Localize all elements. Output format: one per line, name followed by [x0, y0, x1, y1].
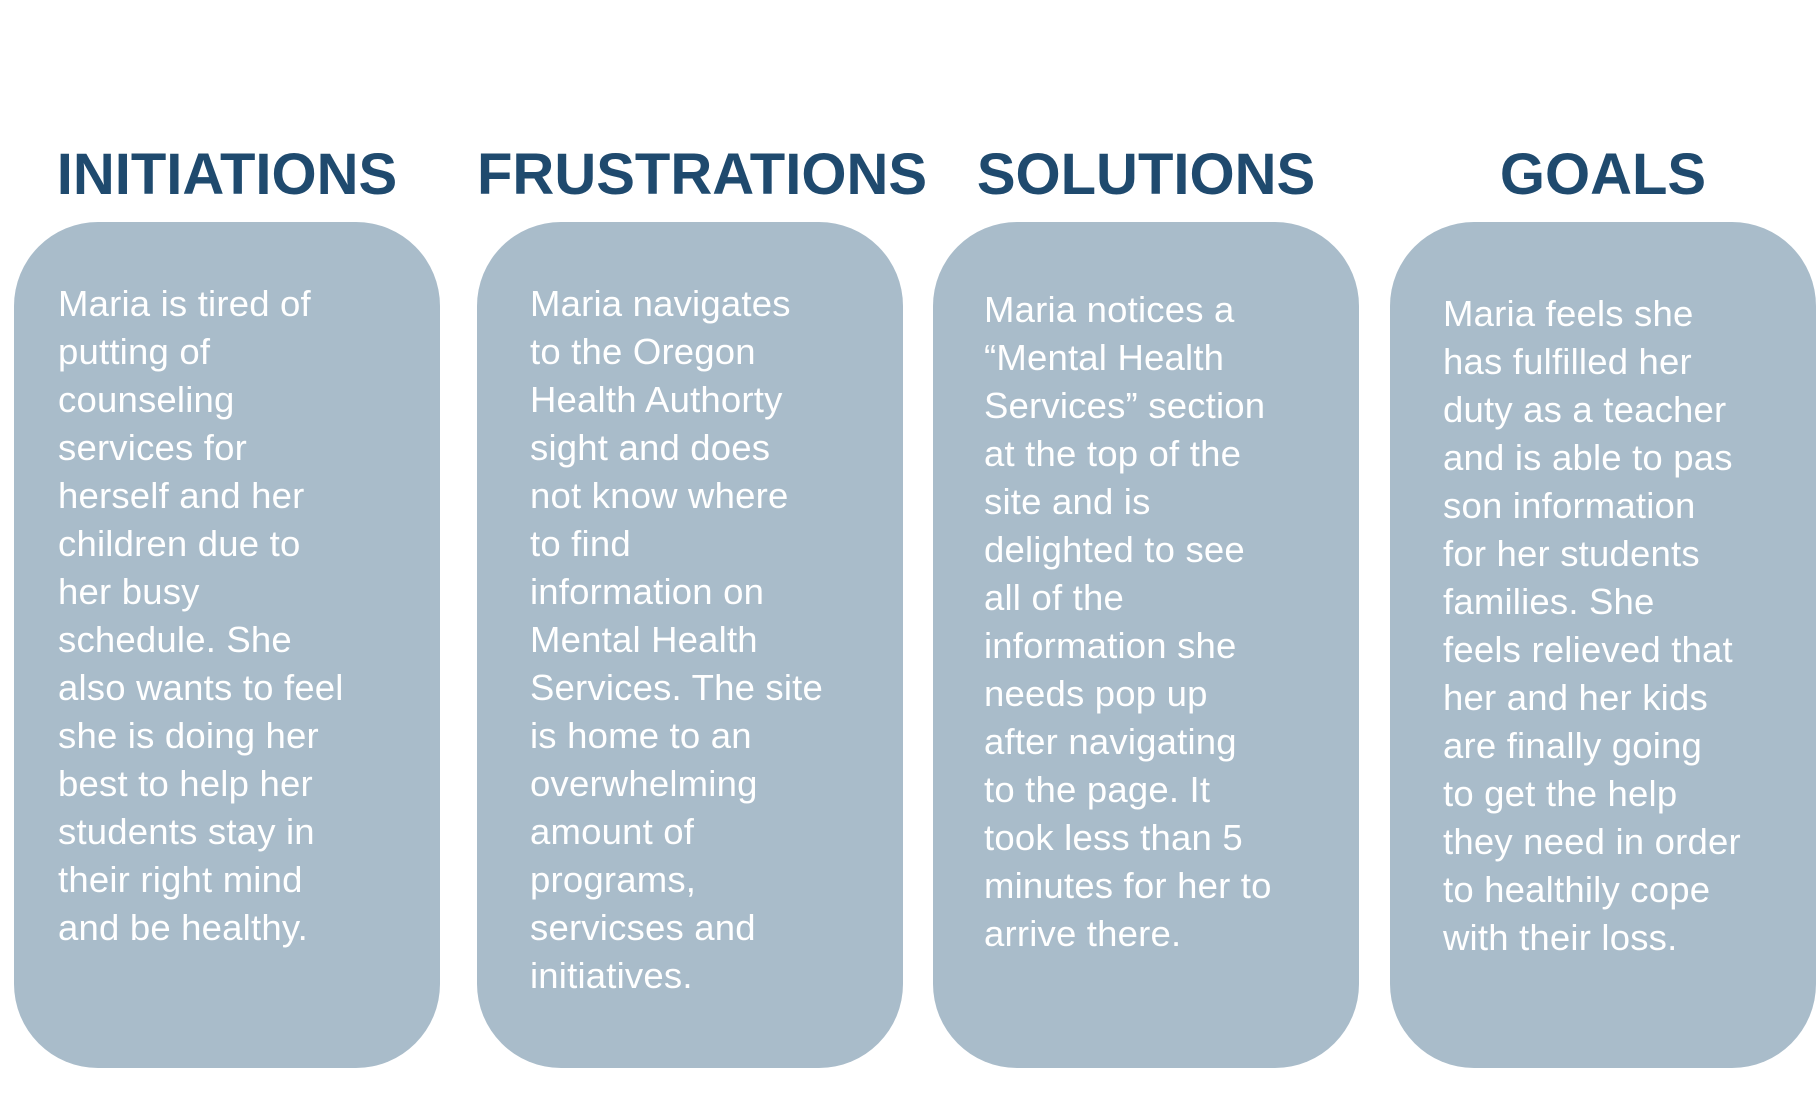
- initiations-card: Maria is tired of putting of counseling …: [14, 222, 440, 1068]
- solutions-heading: SOLUTIONS: [976, 142, 1316, 207]
- goals-card: Maria feels she has fulfilled her duty a…: [1390, 222, 1816, 1068]
- solutions-column: SOLUTIONS Maria notices a “Mental Health…: [933, 0, 1359, 1104]
- initiations-card-text: Maria is tired of putting of counseling …: [58, 283, 344, 948]
- frustrations-card-text: Maria navigates to the Oregon Health Aut…: [530, 283, 824, 996]
- goals-column: GOALS Maria feels she has fulfilled her …: [1390, 0, 1816, 1104]
- solutions-card: Maria notices a “Mental Health Services”…: [933, 222, 1359, 1068]
- initiations-heading: INITIATIONS: [56, 142, 398, 207]
- frustrations-column: FRUSTRATIONS Maria navigates to the Oreg…: [477, 0, 928, 1104]
- frustrations-card: Maria navigates to the Oregon Health Aut…: [477, 222, 903, 1068]
- solutions-card-text: Maria notices a “Mental Health Services”…: [984, 289, 1272, 954]
- frustrations-heading: FRUSTRATIONS: [477, 142, 928, 207]
- initiations-column: INITIATIONS Maria is tired of putting of…: [14, 0, 440, 1104]
- goals-card-text: Maria feels she has fulfilled her duty a…: [1443, 293, 1741, 958]
- goals-heading: GOALS: [1499, 142, 1707, 207]
